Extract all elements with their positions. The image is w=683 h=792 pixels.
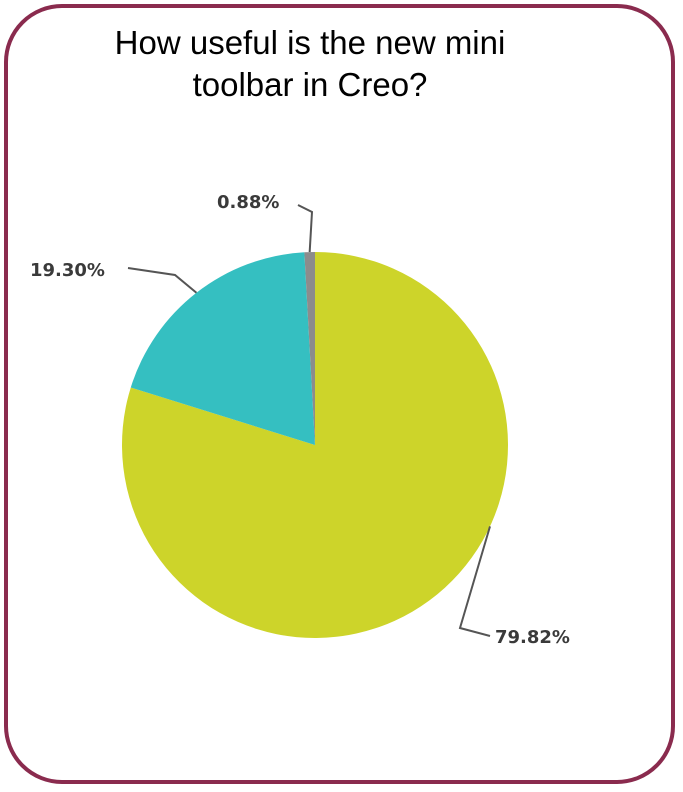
data-label: 0.88% [217, 192, 279, 213]
leader-line [127, 267, 198, 294]
slice-small [304, 252, 315, 445]
data-label: 79.82% [495, 627, 570, 648]
data-label: 19.30% [30, 260, 105, 281]
leader-line [297, 204, 314, 253]
leader-line [458, 526, 491, 637]
slice-second [130, 252, 315, 445]
chart-title: How useful is the new mini toolbar in Cr… [114, 24, 506, 103]
